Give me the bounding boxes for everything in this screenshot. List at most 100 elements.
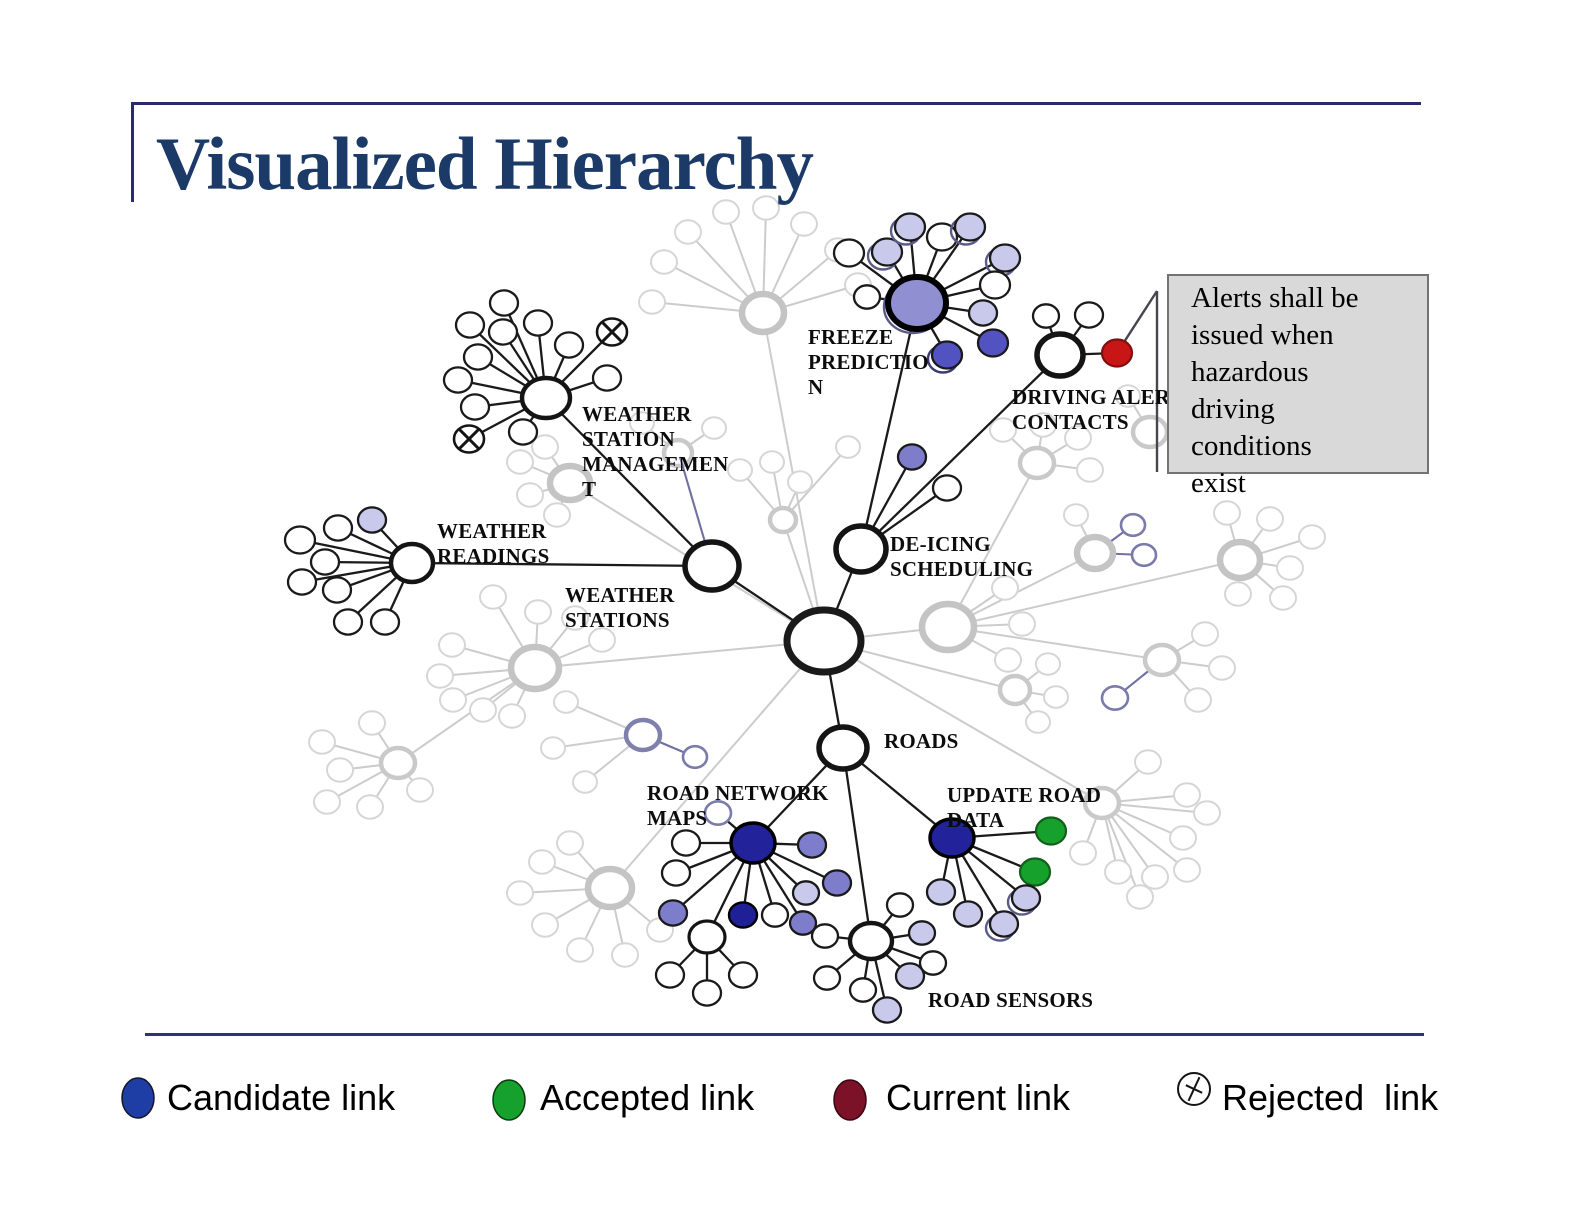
candidate-ellipse <box>121 1077 155 1119</box>
graph-node <box>691 979 723 1007</box>
graph-node <box>283 525 317 555</box>
graph-edge <box>782 446 849 521</box>
graph-node <box>442 366 474 394</box>
graph-node <box>791 880 821 906</box>
graph-node <box>1100 338 1134 368</box>
graph-node <box>918 950 948 976</box>
graph-edge <box>859 302 919 550</box>
graph-node <box>1115 384 1141 408</box>
graph-node <box>953 212 987 242</box>
graph-node <box>1035 652 1061 676</box>
graph-node <box>286 568 318 596</box>
graph-node <box>925 878 957 906</box>
graph-node <box>506 449 534 475</box>
graph-edge <box>860 354 1061 550</box>
graph-node <box>930 340 964 370</box>
graph-node <box>852 284 882 310</box>
graph-node <box>553 331 585 359</box>
de-icing-scheduling-hub <box>833 523 889 575</box>
weather-readings-hub <box>388 541 436 585</box>
graph-node <box>991 575 1019 601</box>
graph-node <box>556 830 584 856</box>
graph-node <box>498 703 526 729</box>
graph-node <box>760 902 790 928</box>
graph-node <box>369 608 401 636</box>
graph-edge <box>823 640 1103 804</box>
graph-node <box>701 416 727 440</box>
graph-node <box>506 880 534 906</box>
ghost-top-hub <box>738 290 788 336</box>
graph-edge <box>397 667 536 764</box>
graph-node <box>638 289 666 315</box>
graph-node <box>790 211 818 237</box>
graph-node <box>588 627 616 653</box>
graph-node <box>712 199 740 225</box>
graph-node <box>309 548 341 576</box>
graph-node <box>1076 457 1104 483</box>
accepted-ellipse <box>492 1079 526 1121</box>
graph-node <box>1269 585 1297 611</box>
graph-node <box>1193 800 1221 826</box>
graph-node <box>988 910 1020 938</box>
graph-node <box>1208 655 1236 681</box>
graph-node <box>356 794 384 820</box>
graph-node <box>752 195 780 221</box>
ghost-behind-dac-hub <box>1017 445 1057 481</box>
graph-node <box>591 364 623 392</box>
graph-node <box>543 502 571 528</box>
graph-node <box>931 474 963 502</box>
graph-node <box>1034 816 1068 846</box>
graph-node <box>925 222 959 252</box>
graph-node <box>1018 857 1052 887</box>
graph-node <box>870 237 904 267</box>
graph-node <box>439 687 467 713</box>
label-de-icing-scheduling: DE-ICING SCHEDULING <box>890 532 1034 581</box>
annotation-text: Alerts shall be issued when hazardous dr… <box>1191 282 1359 499</box>
graph-node <box>1134 749 1162 775</box>
graph-node <box>848 977 878 1003</box>
graph-node <box>322 514 354 542</box>
graph-node <box>967 299 999 327</box>
legend-rejected-label: Rejected link <box>1222 1077 1439 1118</box>
graph-node <box>1126 884 1154 910</box>
graph-node <box>540 736 566 760</box>
ghost-bottom-right-hub <box>1082 785 1122 821</box>
graph-node <box>788 910 818 936</box>
graph-node <box>313 789 341 815</box>
accepted-link-icon <box>492 1079 526 1121</box>
graph-node <box>438 632 466 658</box>
ghost-far-right-hub <box>1216 538 1264 582</box>
graph-node <box>978 270 1012 300</box>
current-link-icon <box>833 1079 867 1121</box>
graph-node <box>572 770 598 794</box>
label-driving-alert-contacts: DRIVING ALERT CONTACTS <box>1012 385 1184 434</box>
graph-node <box>1298 524 1326 550</box>
graph-node <box>479 584 507 610</box>
graph-node <box>406 777 434 803</box>
label-freeze-prediction: FREEZE PREDICTIO N <box>808 325 929 399</box>
graph-node <box>561 605 589 631</box>
graph-edge <box>534 640 825 669</box>
graph-node <box>1141 864 1169 890</box>
graph-edge <box>545 397 713 567</box>
graph-node <box>524 599 552 625</box>
legend-candidate-label: Candidate link <box>167 1077 396 1118</box>
graph-node <box>1069 840 1097 866</box>
label-road-sensors: ROAD SENSORS <box>928 988 1094 1012</box>
graph-node <box>907 920 937 946</box>
graph-node <box>670 829 702 857</box>
graph-node <box>1008 611 1036 637</box>
label-road-network-maps: ROAD NETWORK MAPS <box>647 781 829 830</box>
graph-node <box>894 962 926 990</box>
roads-hub <box>816 724 870 772</box>
update-road-data-hub <box>928 817 976 859</box>
graph-node <box>487 318 519 346</box>
graph-node <box>1213 500 1241 526</box>
annotation-box: Alerts shall be issued when hazardous dr… <box>1167 274 1429 499</box>
driving-alert-contacts-hub <box>1034 331 1086 379</box>
legend-current-label: Current link <box>886 1077 1071 1118</box>
graph-node <box>1031 303 1061 329</box>
ghost-right-ring-hub <box>918 600 978 654</box>
